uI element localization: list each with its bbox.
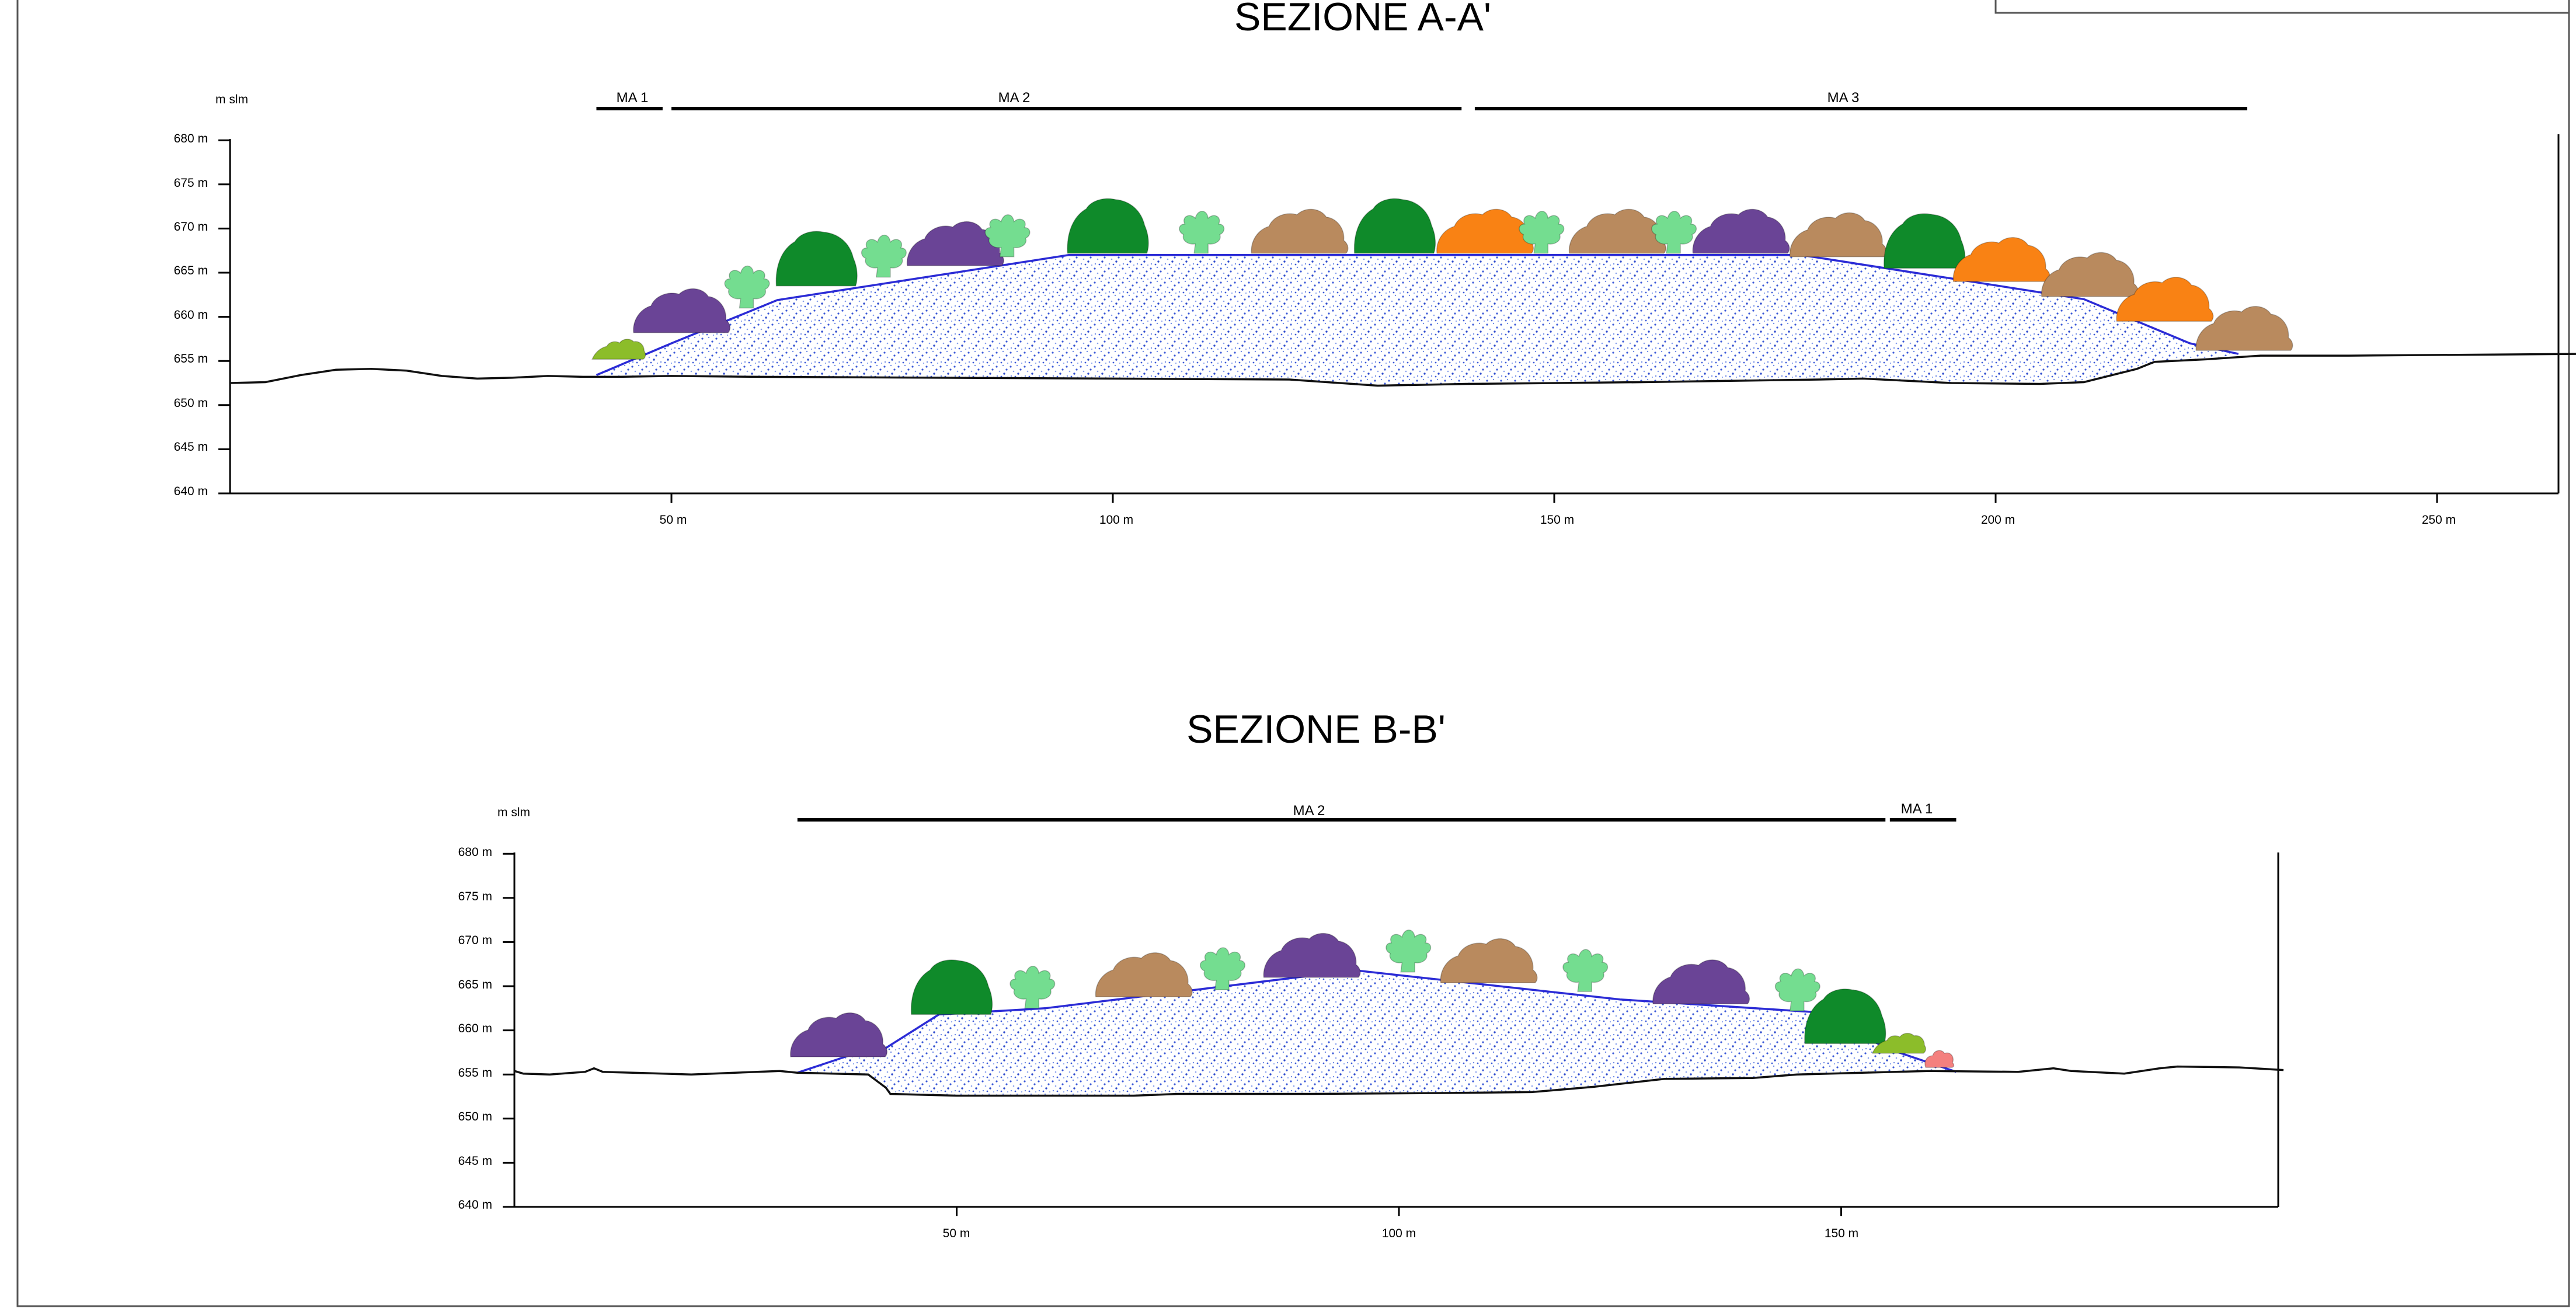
x-tick-label: 150 m (1540, 513, 1574, 527)
y-tick-label: 680 m (174, 132, 208, 145)
grass-plant (1871, 1032, 1926, 1054)
y-tick-label: 665 m (458, 978, 492, 991)
flower-plant (1924, 1050, 1955, 1068)
y-tick-label: 680 m (458, 845, 492, 859)
zone-label: MA 2 (1293, 803, 1325, 819)
section-a-earthwork (229, 254, 2576, 387)
y-tick-label: 660 m (174, 308, 208, 322)
earth-fill-body (797, 970, 1957, 1096)
shrub-plant (790, 1012, 887, 1057)
y-tick-label: 645 m (174, 440, 208, 454)
fern-plant (1200, 947, 1245, 990)
shrub-plant (2041, 252, 2139, 297)
shrub-plant (2116, 277, 2214, 322)
zone-label: MA 1 (617, 90, 649, 106)
fern-plant (724, 265, 770, 309)
section-a-tick-marks (218, 139, 2438, 503)
shrub-plant (1440, 938, 1538, 983)
zone-label: MA 2 (998, 90, 1031, 106)
y-tick-label: 645 m (458, 1154, 492, 1168)
title-block-corner (1994, 0, 2569, 14)
y-tick-label: 665 m (174, 264, 208, 277)
section-b-x-axis: 50 m 100 m 150 m (514, 852, 2279, 1240)
tree-plant (1884, 213, 1966, 269)
fern-plant (1651, 210, 1697, 254)
section-a-vegetation (591, 198, 2293, 360)
section-a-title: SEZIONE A-A' (1234, 0, 1491, 39)
fern-plant (1179, 210, 1225, 254)
x-tick-label: 100 m (1099, 513, 1133, 527)
y-tick-label: 675 m (174, 176, 208, 190)
section-b-y-axis: 680 m 675 m 670 m 665 m 660 m 655 m 650 … (458, 845, 516, 1212)
y-tick-label: 640 m (458, 1198, 492, 1212)
fill-profile-line (596, 254, 2239, 377)
section-a-zones: MA 1 MA 2 MA 3 (617, 90, 1860, 106)
section-a-y-axis: 680 m 675 m 670 m 665 m 660 m 655 m 650 … (174, 132, 231, 498)
x-tick-label: 150 m (1825, 1227, 1858, 1240)
fern-plant (1009, 966, 1056, 1009)
section-b-tick-marks (503, 852, 1842, 1216)
section-b-vegetation (790, 930, 1955, 1068)
fern-plant (1386, 930, 1432, 973)
shrub-plant (1652, 959, 1750, 1004)
y-tick-label: 655 m (174, 352, 208, 366)
section-b-earthwork (514, 969, 2284, 1097)
x-tick-label: 250 m (2422, 513, 2456, 527)
ground-profile-line (229, 353, 2576, 387)
section-a-unit-label: m slm (215, 93, 248, 106)
tree-plant (1804, 989, 1886, 1045)
shrub-plant (1436, 208, 1534, 254)
x-tick-label: 50 m (943, 1227, 970, 1240)
tree-plant (910, 959, 993, 1015)
tree-plant (775, 231, 858, 287)
section-b-title: SEZIONE B-B' (1186, 707, 1446, 751)
y-tick-label: 655 m (458, 1066, 492, 1080)
tree-plant (1067, 198, 1149, 254)
zone-label: MA 1 (1901, 801, 1933, 817)
shrub-plant (1952, 236, 2051, 282)
section-b-zones: MA 2 MA 1 (1293, 801, 1933, 819)
fern-plant (1774, 968, 1820, 1012)
shrub-plant (2195, 305, 2293, 351)
shrub-plant (633, 288, 731, 333)
section-a-x-axis: 50 m 100 m 150 m 200 m 250 m (230, 134, 2560, 527)
fern-plant (1519, 210, 1565, 254)
fern-plant (861, 234, 907, 278)
y-tick-label: 640 m (174, 485, 208, 498)
y-tick-label: 650 m (458, 1110, 492, 1123)
y-tick-label: 650 m (174, 396, 208, 410)
y-tick-label: 675 m (458, 890, 492, 903)
ground-profile-line (514, 1065, 2284, 1097)
fern-plant (984, 214, 1031, 257)
x-tick-label: 100 m (1382, 1227, 1416, 1240)
x-tick-label: 200 m (1981, 513, 2015, 527)
tree-plant (1353, 198, 1436, 254)
shrub-plant (1692, 208, 1790, 254)
x-tick-label: 50 m (660, 513, 687, 527)
zone-label: MA 3 (1827, 90, 1860, 106)
shrub-plant (1251, 208, 1349, 254)
grass-plant (591, 339, 646, 360)
section-a-a: SEZIONE A-A' m slm 680 m 675 m 670 m 665… (174, 0, 2576, 527)
shrub-plant (1095, 952, 1193, 997)
shrub-plant (1789, 212, 1887, 257)
section-b-unit-label: m slm (497, 806, 530, 819)
earth-fill-body (596, 255, 2239, 386)
shrub-plant (1568, 208, 1666, 254)
drawing-frame (16, 0, 2570, 1307)
y-tick-label: 660 m (458, 1022, 492, 1035)
shrub-plant (1263, 932, 1361, 978)
y-tick-label: 670 m (174, 220, 208, 234)
section-b-b: SEZIONE B-B' m slm 680 m 675 m 670 m 665… (458, 707, 2284, 1240)
fern-plant (1562, 949, 1609, 992)
y-tick-label: 670 m (458, 934, 492, 947)
